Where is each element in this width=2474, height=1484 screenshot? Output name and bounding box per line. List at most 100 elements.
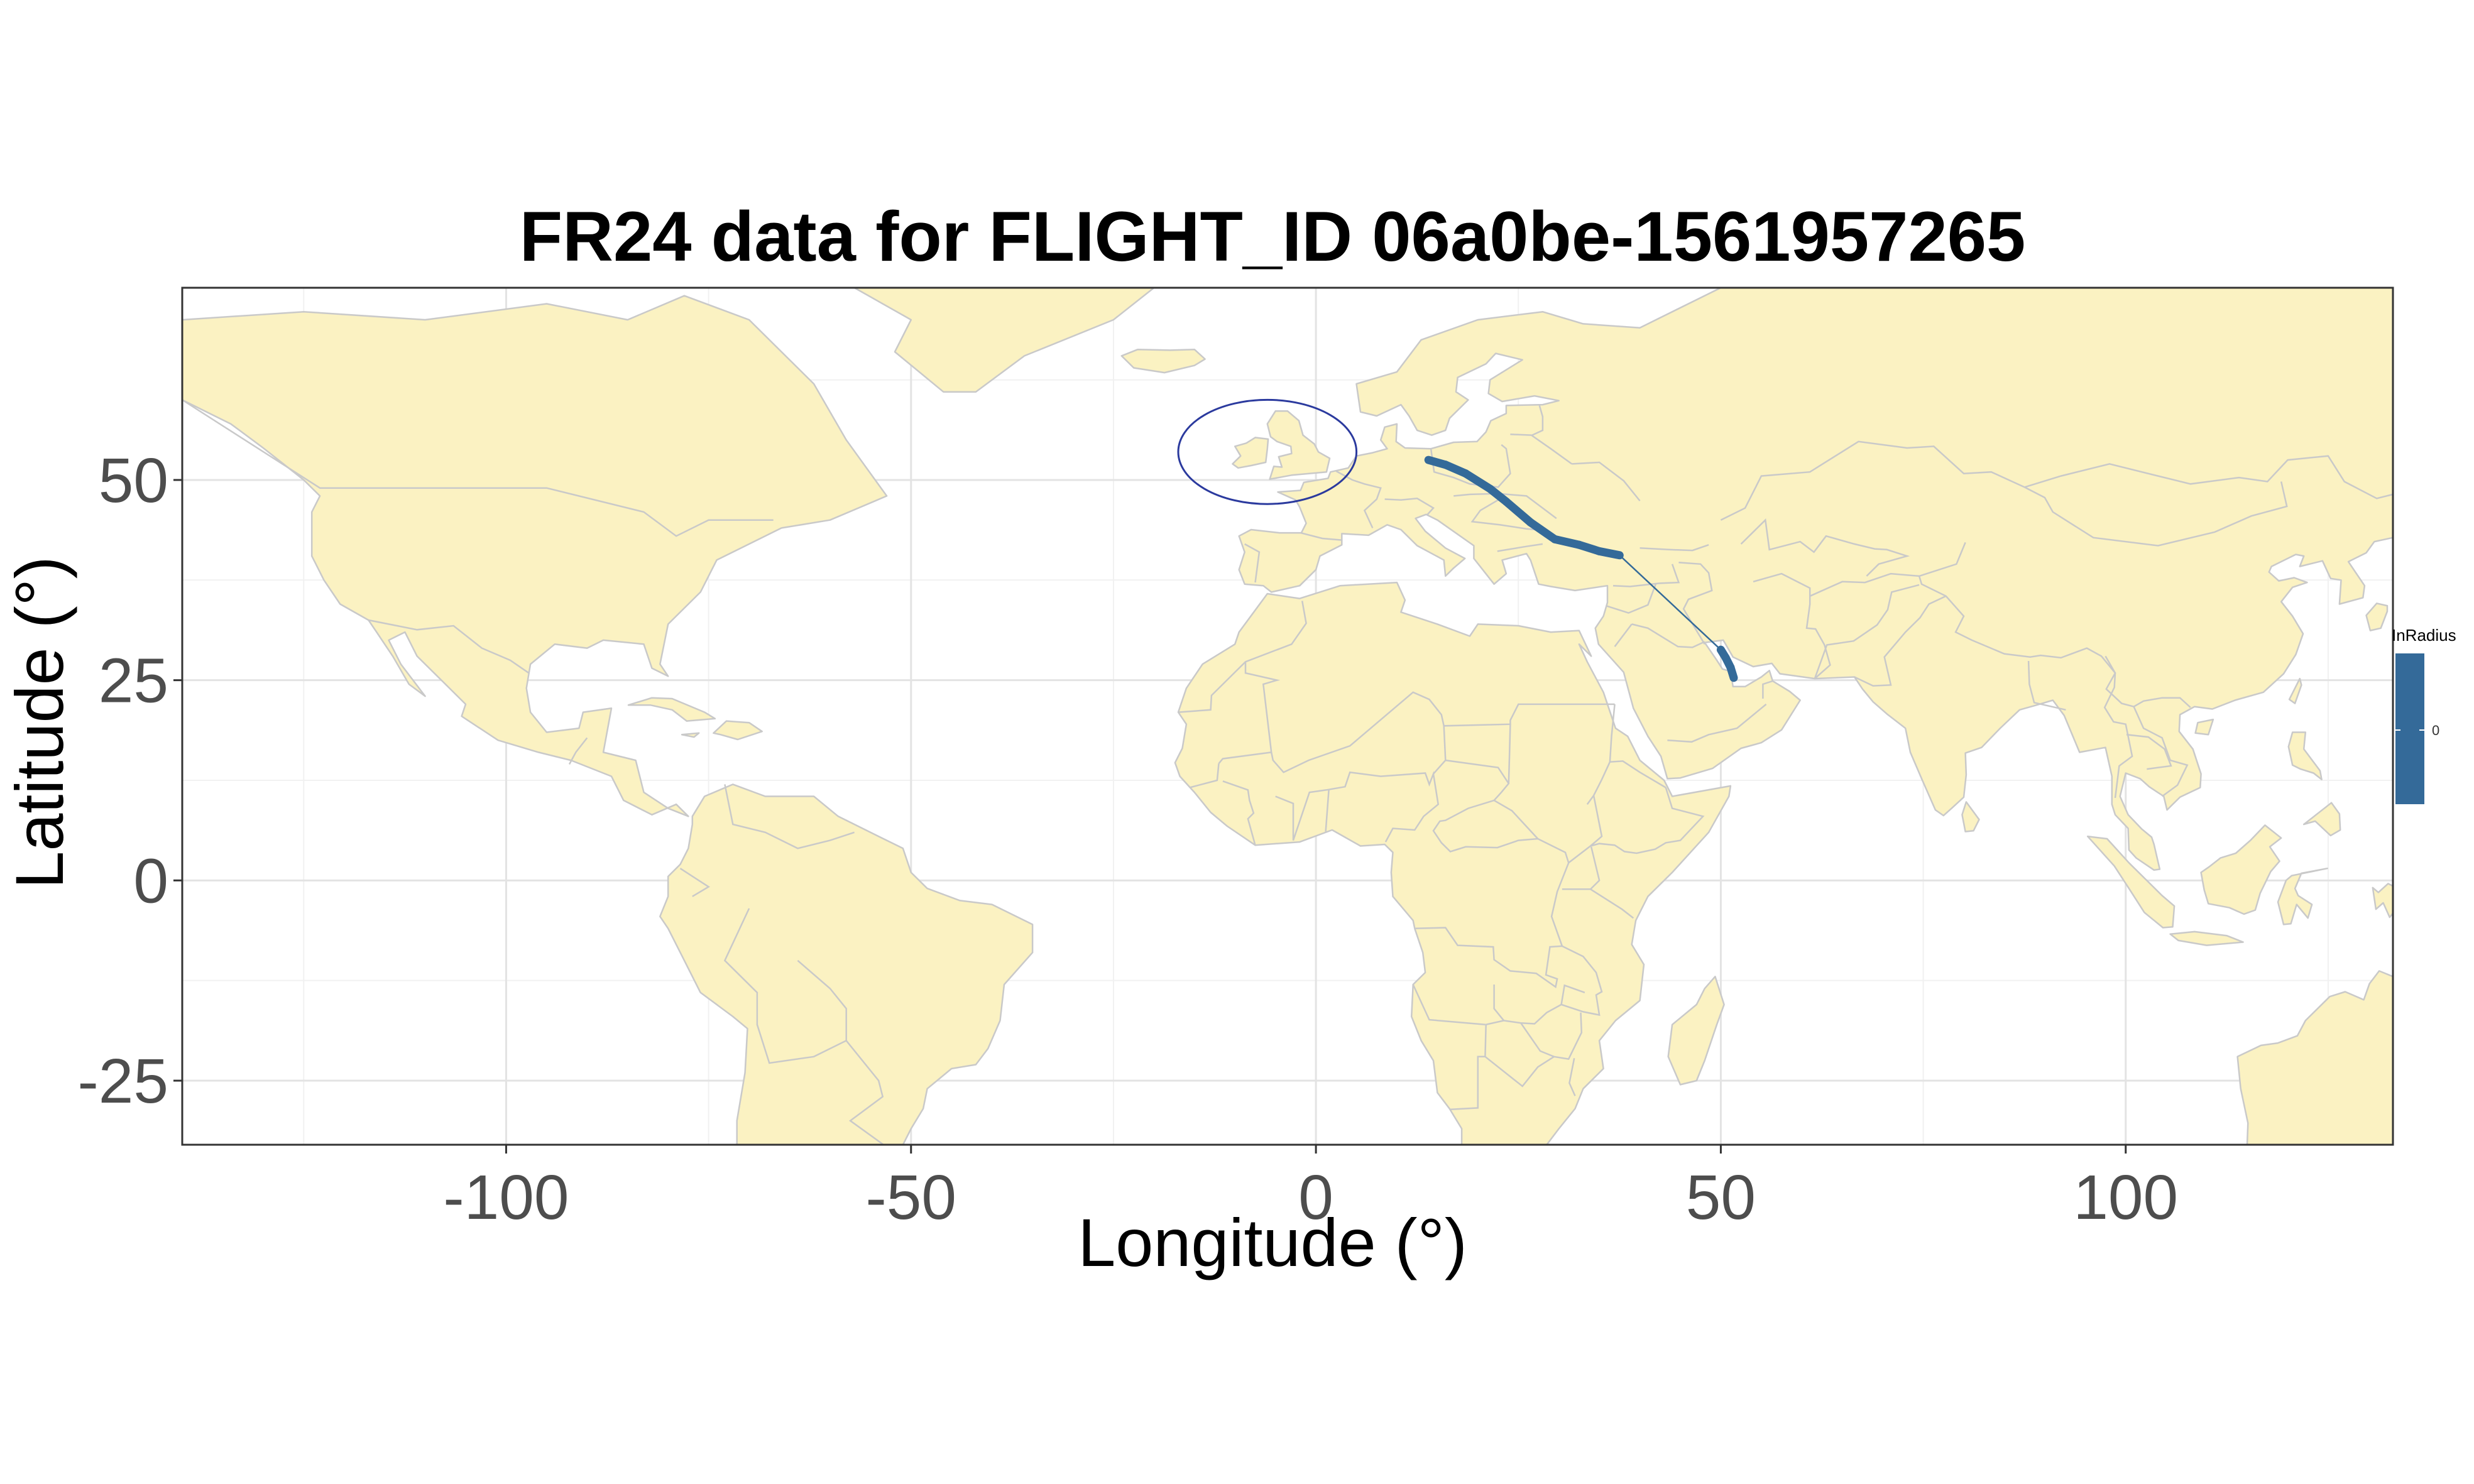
land-taiwan [2288, 677, 2302, 704]
map-panel [181, 286, 2394, 1146]
country-border [1814, 584, 1920, 679]
country-border [2133, 706, 2189, 797]
land-australia [2236, 970, 2394, 1146]
highlight-ellipse [1177, 398, 1358, 505]
country-border [1470, 499, 1547, 532]
country-border [1568, 845, 1591, 864]
country-border [2027, 660, 2066, 711]
country-border [1631, 623, 1705, 648]
country-border [1453, 493, 1557, 520]
x-tick-label: -100 [443, 1162, 569, 1233]
y-axis-title: Latitude (°) [1, 556, 77, 888]
country-border [1809, 572, 1920, 597]
x-tick-label: 0 [1298, 1162, 1333, 1233]
country-border [1854, 595, 1947, 687]
country-border [2126, 734, 2172, 770]
land-ireland [1232, 437, 1269, 469]
land-borneo [2200, 824, 2282, 915]
x-axis-title: Longitude (°) [1078, 1204, 1467, 1280]
country-border [1300, 532, 1342, 541]
country-border [1449, 945, 1603, 1111]
country-border [724, 784, 855, 849]
country-border [723, 908, 884, 1146]
country-border [1412, 984, 1486, 1026]
x-tick-label: 50 [1686, 1162, 1756, 1233]
legend-color-bar [2395, 653, 2424, 804]
legend-title: InRadius [2392, 626, 2456, 645]
land-greenland [853, 286, 1155, 393]
country-border [1667, 703, 1767, 743]
country-border [1218, 751, 1272, 765]
y-axis-ticks: -25 0 25 50 [77, 445, 182, 1116]
country-border [797, 959, 847, 1041]
land-iceland [1120, 348, 1206, 374]
country-border [568, 737, 588, 765]
land-madagascar [1667, 976, 1725, 1086]
country-border [1520, 1012, 1583, 1060]
country-border [2103, 655, 2133, 799]
country-border [1560, 984, 1585, 1005]
track-segment [1526, 518, 1559, 543]
land-masses [181, 286, 2394, 1146]
land-sri-lanka [1961, 801, 1980, 832]
country-border [2024, 455, 2394, 499]
country-border [1586, 761, 1611, 805]
country-border [1568, 1058, 1576, 1096]
country-border [368, 619, 530, 674]
x-tick-label: -50 [866, 1162, 957, 1233]
track-segment [1595, 547, 1624, 560]
y-tick-label: -25 [77, 1046, 168, 1116]
y-tick-label: 25 [99, 646, 168, 716]
land-eurasia [1238, 286, 2394, 871]
legend: InRadius 0 [2392, 626, 2456, 804]
land-japan [2365, 603, 2389, 631]
country-border [1493, 799, 1539, 839]
land-mindanao [2302, 802, 2341, 837]
country-border [1612, 564, 1680, 587]
land-hispaniola [713, 720, 763, 741]
land-north-america [181, 295, 888, 817]
country-border [1589, 846, 1634, 919]
country-border [1493, 985, 1505, 1022]
land-hainan [2194, 718, 2214, 736]
land-jamaica [681, 732, 700, 738]
country-border [1762, 680, 1773, 699]
country-border [182, 399, 774, 537]
track-segment [1619, 554, 1722, 651]
country-border [1189, 763, 1220, 788]
x-axis-ticks: -100 -50 0 50 100 [443, 1145, 2178, 1233]
land-philippines [2287, 731, 2323, 780]
y-tick-label: 0 [133, 846, 168, 916]
land-sulawesi [2277, 867, 2328, 925]
country-border [1508, 724, 1511, 784]
land-africa [1174, 581, 1732, 1146]
chart-title: FR24 data for FLIGHT_ID 06a0be-156195726… [520, 197, 2026, 276]
country-border [1335, 470, 1382, 528]
country-border [1740, 518, 1910, 577]
country-border [1678, 561, 1713, 645]
track-segment [1550, 535, 1584, 549]
x-tick-label: 100 [2073, 1162, 2178, 1233]
country-border [1244, 662, 1615, 773]
country-border [1497, 543, 1543, 552]
country-border [1415, 759, 1570, 989]
country-border [1244, 543, 1261, 583]
land-great-britain [1266, 410, 1331, 480]
country-border [1720, 440, 2025, 521]
country-border [1484, 1056, 1555, 1088]
track-segment [1462, 469, 1494, 493]
land-cuba [627, 697, 716, 722]
land-south-america [659, 783, 1034, 1146]
country-border [1275, 771, 1440, 843]
country-border [1614, 623, 1633, 647]
land-java [2169, 930, 2244, 946]
country-border [1606, 582, 1657, 614]
country-border [1531, 405, 1544, 436]
flight-track [1424, 456, 1738, 682]
panel-border [181, 286, 2394, 1146]
country-border [1753, 572, 1831, 680]
country-border [1510, 434, 1573, 465]
track-segment [1726, 663, 1738, 682]
country-border [1918, 542, 2191, 708]
